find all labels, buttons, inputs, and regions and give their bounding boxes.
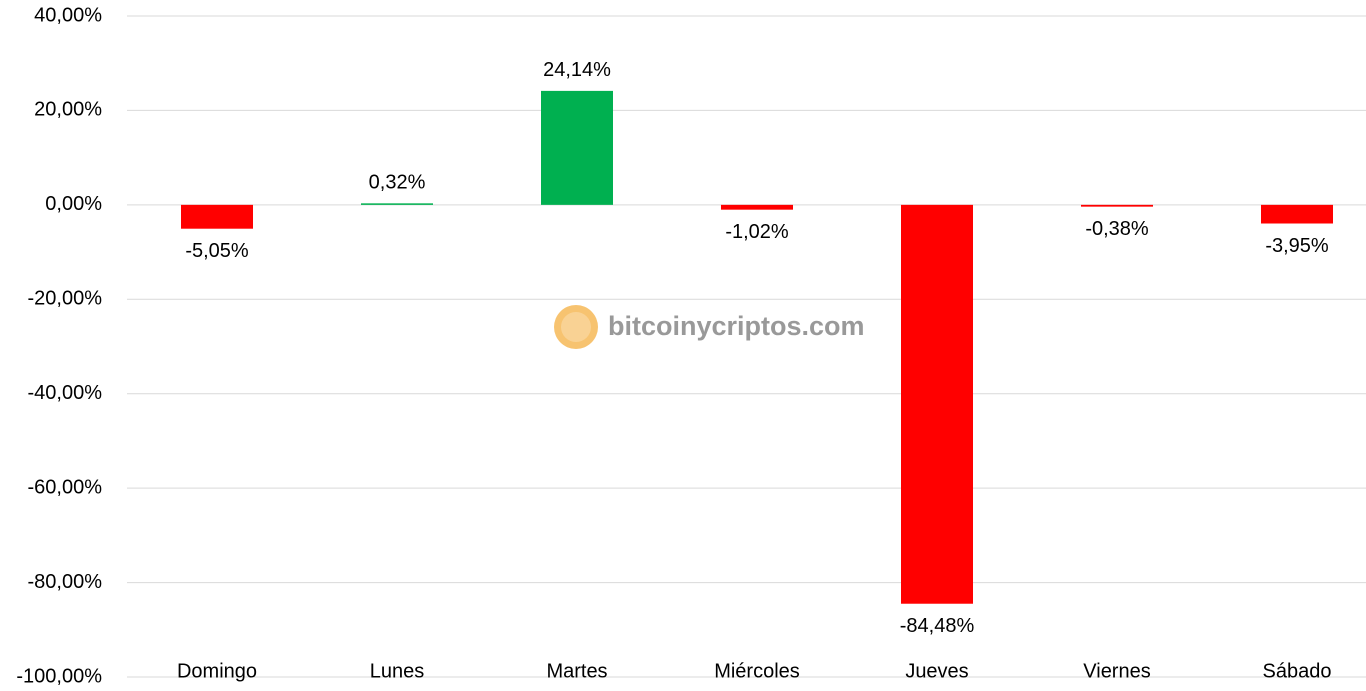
watermark-icon-inner xyxy=(561,312,591,342)
bar xyxy=(1261,204,1333,224)
watermark: bitcoinycriptos.com xyxy=(554,305,865,349)
value-label: 0,32% xyxy=(369,172,426,194)
y-tick-label: 40,00% xyxy=(34,4,102,26)
value-label: -84,48% xyxy=(900,615,975,637)
y-tick-label: -60,00% xyxy=(28,476,103,498)
y-tick-label: -100,00% xyxy=(16,665,102,687)
y-tick-label: 0,00% xyxy=(45,193,102,215)
bar xyxy=(901,204,973,604)
bar xyxy=(181,204,253,229)
y-tick-label: -80,00% xyxy=(28,571,103,593)
bar xyxy=(721,204,793,210)
value-label: -1,02% xyxy=(725,221,789,243)
bar xyxy=(541,90,613,205)
bar xyxy=(1081,204,1153,207)
y-tick-label: 20,00% xyxy=(34,99,102,121)
x-tick-label: Viernes xyxy=(1083,660,1150,682)
watermark-text: bitcoinycriptos.com xyxy=(608,311,865,341)
x-tick-label: Martes xyxy=(546,660,607,682)
x-tick-label: Domingo xyxy=(177,660,257,682)
value-label: 24,14% xyxy=(543,59,611,81)
value-label: -3,95% xyxy=(1265,235,1329,257)
y-tick-label: -40,00% xyxy=(28,382,103,404)
y-tick-label: -20,00% xyxy=(28,288,103,310)
x-tick-label: Jueves xyxy=(905,660,968,682)
x-tick-label: Lunes xyxy=(370,660,425,682)
value-label: -0,38% xyxy=(1085,218,1149,240)
bar xyxy=(361,203,433,205)
x-tick-label: Miércoles xyxy=(714,660,800,682)
value-label: -5,05% xyxy=(185,240,249,262)
x-tick-label: Sábado xyxy=(1263,660,1332,682)
